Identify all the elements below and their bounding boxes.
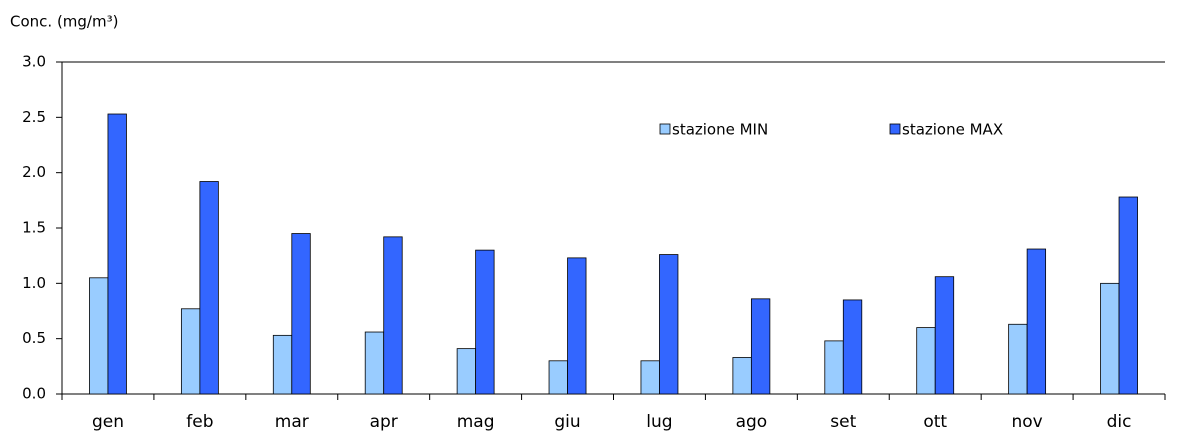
legend-label: stazione MIN	[672, 121, 768, 139]
bar	[364, 331, 385, 395]
x-tick-label: apr	[370, 412, 398, 432]
x-tick-label: giu	[554, 412, 580, 432]
bar	[1008, 323, 1028, 395]
y-tick-label: 3.0	[22, 53, 46, 71]
legend-label: stazione MAX	[902, 121, 1003, 139]
bar	[456, 348, 477, 395]
y-tick-label: 1.5	[22, 219, 46, 237]
bar	[824, 340, 844, 395]
x-tick-label: mag	[457, 412, 495, 432]
bar	[107, 113, 127, 395]
bar	[640, 360, 660, 395]
bar	[383, 236, 403, 395]
bar	[475, 249, 495, 395]
y-tick-label: 0.5	[22, 329, 46, 347]
bar	[567, 257, 587, 395]
bar	[1118, 196, 1138, 395]
bar	[180, 308, 201, 395]
y-tick-label: 2.0	[22, 163, 46, 181]
x-tick-label: lug	[646, 412, 672, 432]
x-tick-label: nov	[1012, 412, 1043, 432]
bar	[750, 298, 771, 395]
legend-swatch	[659, 123, 671, 135]
bar	[1100, 282, 1120, 395]
x-tick-label: mar	[275, 412, 309, 432]
bar	[732, 357, 752, 395]
y-tick-label: 2.5	[22, 108, 46, 126]
bar	[199, 181, 219, 395]
x-tick-label: ago	[736, 412, 768, 432]
legend-swatch	[889, 123, 901, 135]
bar	[842, 299, 863, 395]
y-tick-label: 1.0	[22, 274, 46, 292]
x-tick-label: dic	[1107, 412, 1132, 432]
x-tick-label: feb	[186, 412, 213, 432]
bar	[659, 254, 679, 395]
bar	[934, 276, 955, 395]
x-tick-label: set	[830, 412, 856, 432]
bar	[291, 233, 311, 395]
x-tick-label: ott	[923, 412, 947, 432]
bar	[89, 277, 109, 395]
x-tick-label: gen	[92, 412, 124, 432]
y-axis-title: Conc. (mg/m³)	[10, 13, 118, 31]
bar	[272, 334, 293, 395]
bar	[548, 360, 568, 395]
bar	[1026, 248, 1047, 395]
bar	[916, 327, 936, 395]
y-tick-label: 0.0	[22, 385, 46, 403]
